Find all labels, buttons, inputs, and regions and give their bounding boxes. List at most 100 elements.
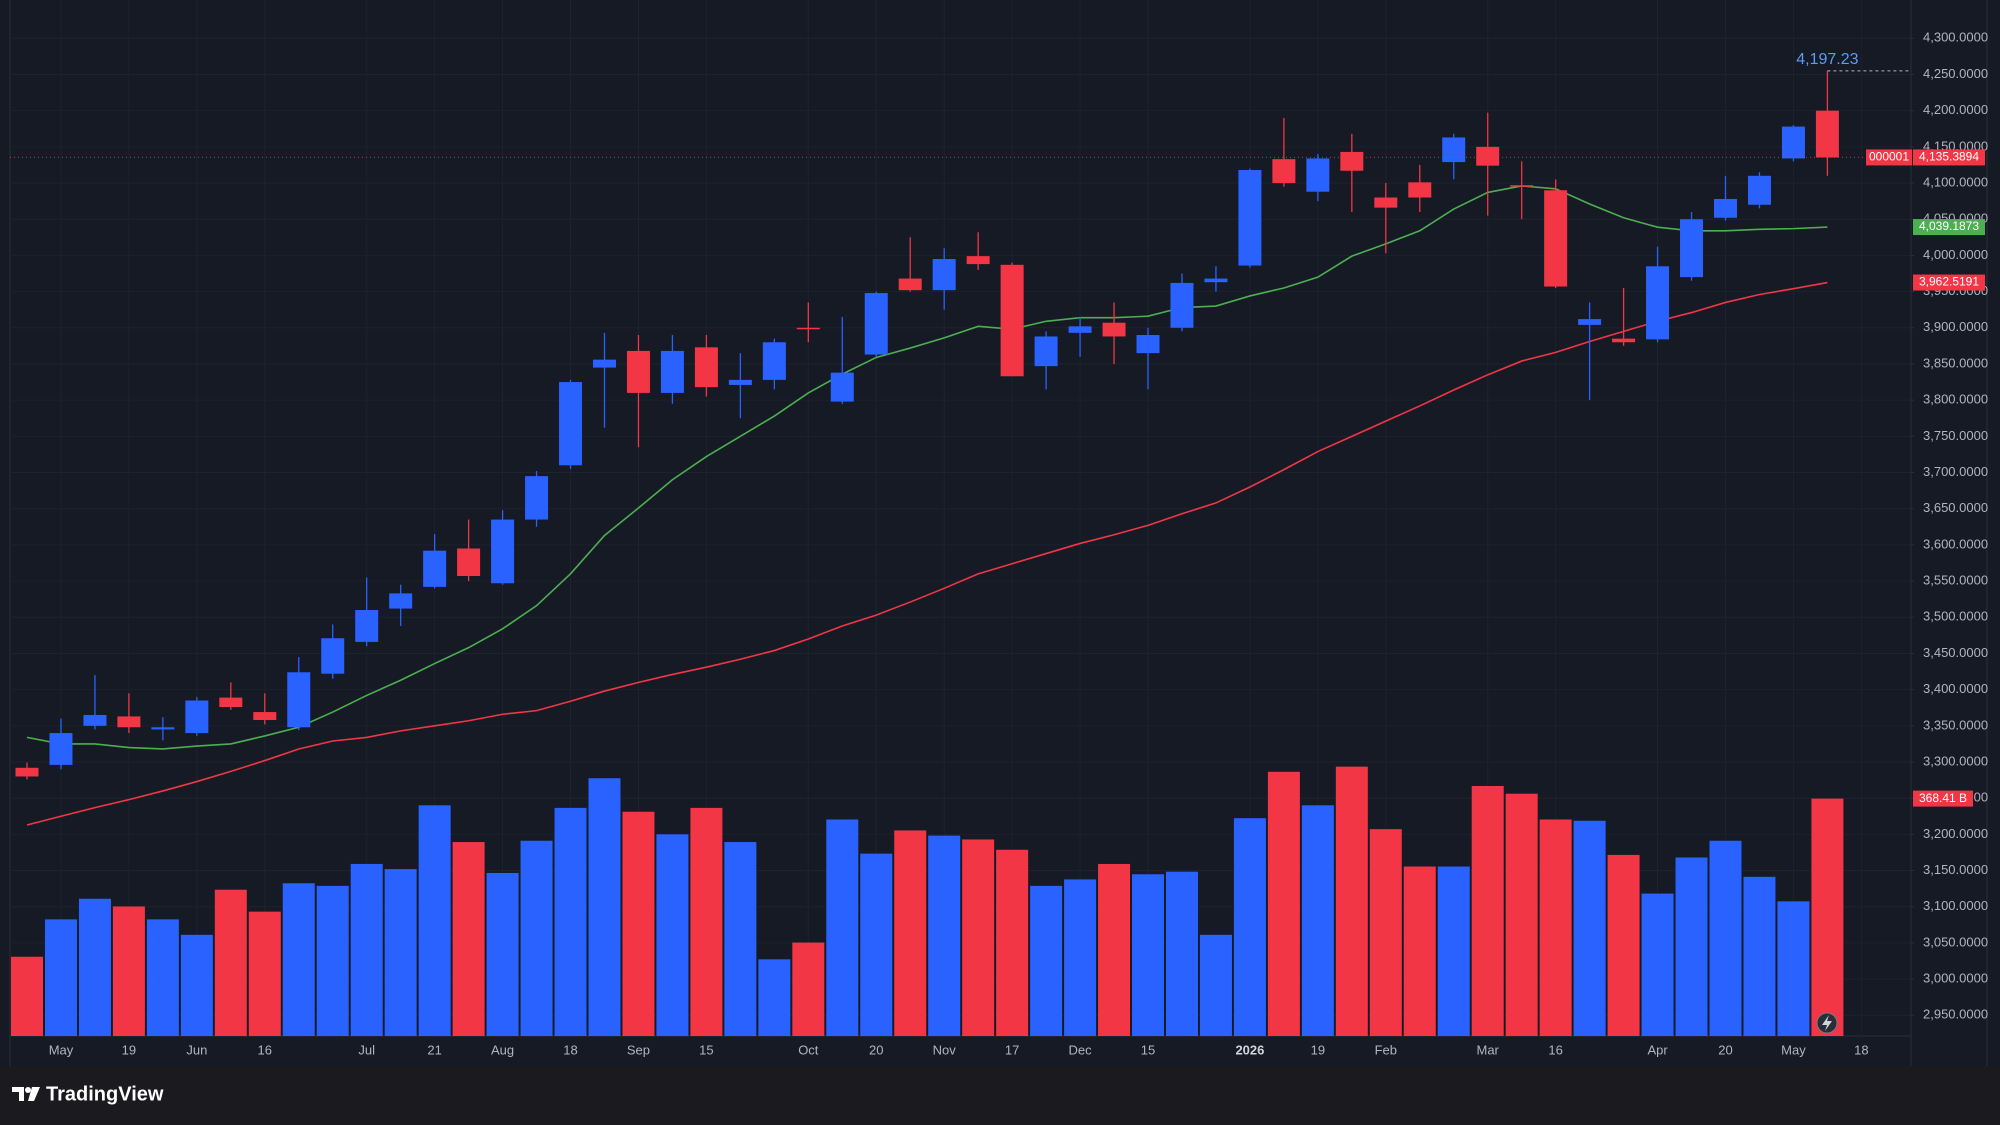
x-tick-label: Sep <box>627 1042 650 1057</box>
volume-bar <box>656 834 689 1036</box>
volume-bar <box>214 889 247 1036</box>
volume-bar <box>180 934 213 1036</box>
ma-label: 4,039.1873 <box>1919 219 1979 233</box>
candle-body <box>1136 335 1160 354</box>
volume-bar <box>996 849 1029 1036</box>
candle-body <box>660 350 684 393</box>
volume-bar <box>1641 893 1674 1036</box>
y-tick-label: 3,650.0000 <box>1923 500 1988 515</box>
x-tick-label: Jul <box>358 1042 375 1057</box>
candle-body <box>423 550 447 587</box>
x-tick-label: 17 <box>1005 1042 1019 1057</box>
volume-bar <box>520 840 553 1036</box>
volume-bar <box>248 911 281 1036</box>
candle-body <box>1544 190 1568 287</box>
y-tick-label: 2,950.0000 <box>1923 1007 1988 1022</box>
volume-bar <box>1777 901 1810 1036</box>
candle-body <box>1408 182 1432 198</box>
brand-name: TradingView <box>46 1083 164 1105</box>
x-tick-label: Aug <box>491 1042 514 1057</box>
x-tick-label: 20 <box>1718 1042 1732 1057</box>
y-tick-label: 3,100.0000 <box>1923 898 1988 913</box>
volume-bar <box>1471 785 1504 1036</box>
volume-bar <box>1743 876 1776 1036</box>
candle-body <box>1714 198 1737 218</box>
x-tick-label: Apr <box>1647 1042 1668 1057</box>
volume-bar <box>1369 829 1402 1036</box>
volume-bar <box>1335 766 1368 1036</box>
y-tick-label: 3,300.0000 <box>1923 753 1988 768</box>
volume-bar <box>486 872 519 1036</box>
candle-body <box>151 727 175 730</box>
x-tick-label: May <box>1781 1042 1806 1057</box>
volume-bar <box>962 839 995 1036</box>
x-tick-label: 2026 <box>1235 1042 1264 1057</box>
x-tick-label: 16 <box>1548 1042 1562 1057</box>
x-tick-label: 15 <box>699 1042 713 1057</box>
candle-body <box>864 293 888 355</box>
volume-bar <box>826 819 859 1036</box>
volume-bar <box>146 919 179 1036</box>
volume-bar <box>758 959 791 1036</box>
candle-body <box>219 697 243 708</box>
volume-bar <box>1098 863 1131 1036</box>
volume-bar <box>1539 819 1572 1036</box>
volume-layer <box>11 766 1844 1036</box>
candle-body <box>389 593 413 609</box>
y-tick-label: 3,750.0000 <box>1923 428 1988 443</box>
candle-body <box>1000 264 1024 377</box>
candle-body <box>1646 266 1670 340</box>
volume-bar <box>1607 854 1640 1036</box>
x-tick-label: 19 <box>122 1042 136 1057</box>
volume-bar <box>792 942 825 1036</box>
ma-label: 3,962.5191 <box>1919 275 1979 289</box>
volume-bar <box>1675 857 1708 1036</box>
candle-body <box>1815 110 1839 158</box>
candle-body <box>83 714 107 726</box>
x-tick-label: 15 <box>1141 1042 1155 1057</box>
volume-bar <box>44 919 77 1036</box>
grid <box>10 0 1910 1036</box>
volume-bar <box>1199 934 1232 1036</box>
candle-body <box>1034 336 1058 367</box>
x-tick-label: May <box>49 1042 74 1057</box>
volume-bar <box>384 869 417 1036</box>
volume-bar <box>1301 805 1334 1036</box>
y-tick-label: 4,200.0000 <box>1923 102 1988 117</box>
y-tick-label: 3,050.0000 <box>1923 934 1988 949</box>
volume-bar <box>282 883 315 1036</box>
candle-body <box>1680 219 1704 278</box>
x-tick-label: 21 <box>427 1042 441 1057</box>
volume-bar <box>418 805 451 1036</box>
candle-body <box>1204 278 1228 283</box>
candle-body <box>1442 137 1466 163</box>
logo-slash <box>28 1087 40 1101</box>
candle-body <box>1340 151 1364 171</box>
x-tick-label: 18 <box>1854 1042 1868 1057</box>
y-tick-label: 3,700.0000 <box>1923 464 1988 479</box>
candle-body <box>355 610 379 642</box>
volume-bar <box>1030 885 1063 1036</box>
candle-body <box>491 519 515 584</box>
x-tick-label: Nov <box>933 1042 957 1057</box>
symbol-label-bg <box>1866 149 1912 166</box>
high-marker-label: 4,197.23 <box>1796 51 1858 68</box>
candle-body <box>1272 159 1296 184</box>
volume-bar <box>894 830 927 1036</box>
candle-body <box>1476 146 1500 166</box>
volume-bar <box>78 898 111 1036</box>
x-tick-label: Feb <box>1375 1042 1397 1057</box>
brand-logo: TradingView <box>12 1083 164 1105</box>
price-label: 4,135.3894 <box>1919 150 1979 164</box>
logo-mark <box>12 1087 24 1101</box>
candle-body <box>1612 338 1636 343</box>
x-tick-label: 19 <box>1311 1042 1325 1057</box>
candle-body <box>1578 319 1602 325</box>
candle-body <box>287 672 311 728</box>
volume-bar <box>1165 871 1198 1036</box>
volume-bar <box>554 807 587 1036</box>
candle-body <box>1102 322 1126 337</box>
candle-body <box>321 638 345 674</box>
moving-average <box>26 281 1828 826</box>
y-tick-label: 4,100.0000 <box>1923 174 1988 189</box>
